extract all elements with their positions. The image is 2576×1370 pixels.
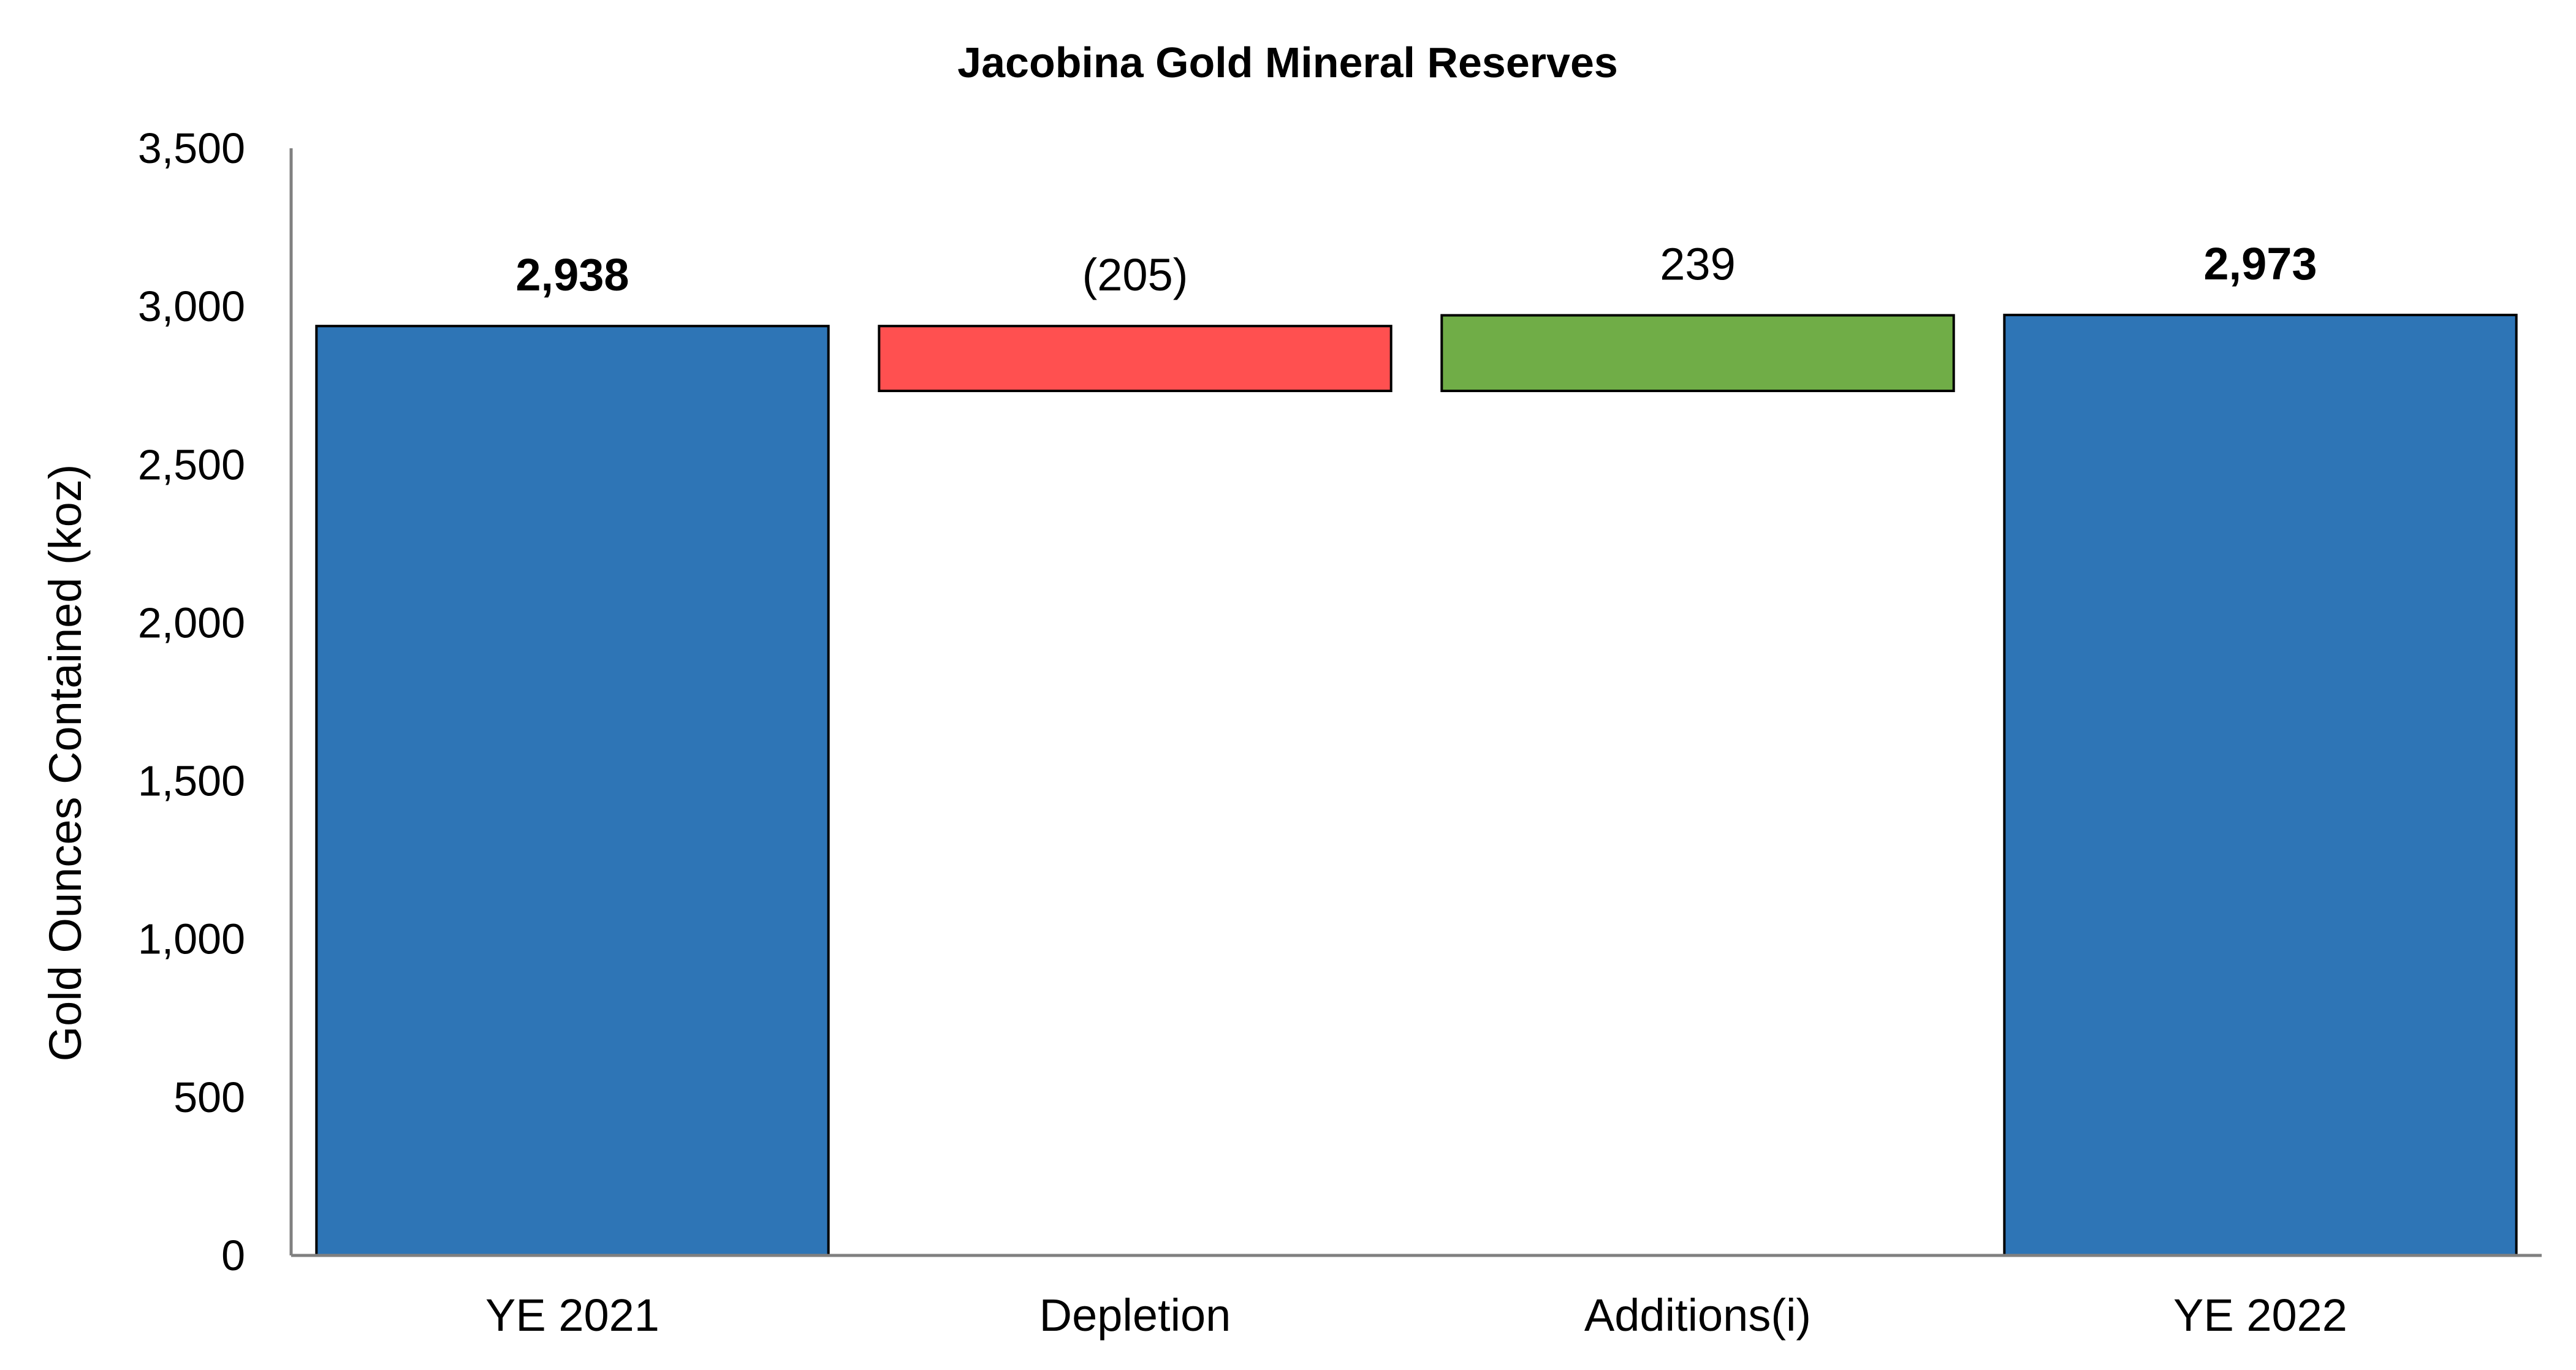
data-label: (205) bbox=[1082, 249, 1188, 300]
bar-increase bbox=[1440, 314, 1955, 392]
y-tick-label: 2,000 bbox=[138, 599, 245, 646]
bars bbox=[315, 314, 2518, 1257]
y-tick-label: 0 bbox=[221, 1232, 245, 1279]
data-label: 2,938 bbox=[515, 249, 629, 300]
data-label: 2,973 bbox=[2203, 238, 2317, 289]
x-tick-label: Additions(i) bbox=[1584, 1290, 1811, 1341]
y-tick-label: 3,500 bbox=[138, 124, 245, 172]
y-tick-label: 3,000 bbox=[138, 282, 245, 330]
y-axis-ticks: 0 500 1,000 1,500 2,000 2,500 3,000 3,500 bbox=[138, 124, 245, 1279]
bar-decrease bbox=[878, 325, 1392, 392]
bar-total bbox=[315, 325, 830, 1257]
chart-title: Jacobina Gold Mineral Reserves bbox=[957, 39, 1618, 86]
y-tick-label: 1,500 bbox=[138, 757, 245, 805]
data-label: 239 bbox=[1660, 239, 1735, 290]
y-axis-label: Gold Ounces Contained (koz) bbox=[40, 464, 91, 1062]
y-tick-label: 1,000 bbox=[138, 915, 245, 963]
y-tick-label: 2,500 bbox=[138, 441, 245, 488]
x-tick-label: YE 2021 bbox=[485, 1290, 659, 1341]
x-tick-label: Depletion bbox=[1039, 1290, 1231, 1341]
y-tick-label: 500 bbox=[173, 1073, 245, 1121]
data-labels: 2,938 (205) 239 2,973 bbox=[515, 238, 2317, 300]
category-labels: YE 2021 Depletion Additions(i) YE 2022 bbox=[485, 1290, 2347, 1341]
bar-total bbox=[2003, 314, 2518, 1257]
x-tick-label: YE 2022 bbox=[2173, 1290, 2347, 1341]
